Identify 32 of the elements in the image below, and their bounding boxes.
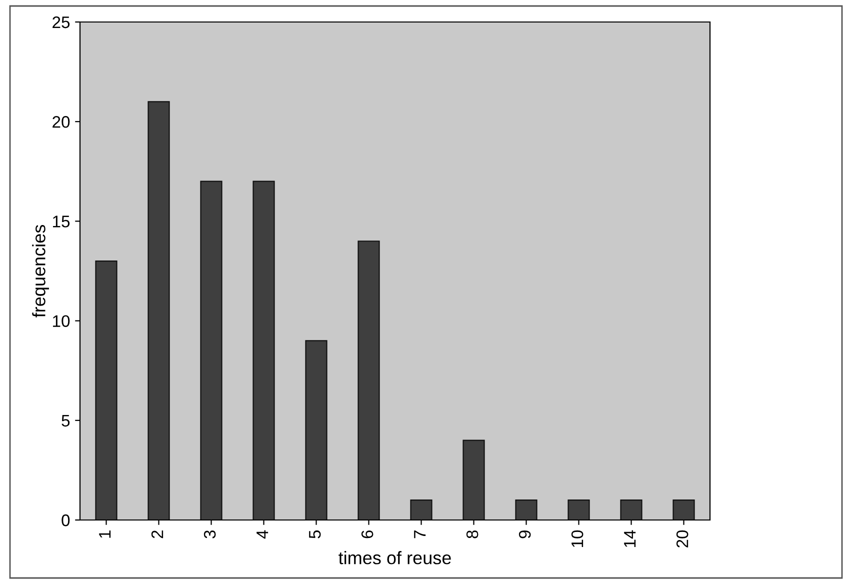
- bar: [252, 180, 275, 520]
- y-axis-title: frequencies: [32, 224, 49, 318]
- x-tick-label: 14: [624, 530, 636, 547]
- bar: [620, 500, 642, 520]
- y-tick-label: 15: [53, 216, 70, 228]
- x-tick-label: 10: [571, 530, 584, 547]
- x-tick-label: 2: [151, 530, 164, 538]
- bar: [515, 500, 538, 520]
- x-tick-label: 4: [256, 530, 268, 539]
- y-tick-label: 0: [62, 514, 70, 526]
- bar: [410, 500, 432, 520]
- bar: [358, 240, 380, 520]
- bar: [148, 101, 170, 520]
- y-tick-label: 5: [62, 414, 70, 427]
- x-tick-label: 7: [414, 530, 426, 538]
- bar: [305, 340, 328, 520]
- x-tick-label: 1: [99, 530, 111, 538]
- bar: [200, 180, 222, 520]
- bar: [568, 500, 590, 520]
- y-tick-label: 20: [52, 116, 70, 128]
- bar: [95, 260, 118, 520]
- bar: [672, 500, 695, 520]
- x-tick-label: 5: [309, 530, 321, 538]
- x-tick-label: 6: [361, 530, 374, 538]
- y-tick-label: 10: [53, 315, 70, 328]
- x-axis-title: times of reuse: [338, 551, 451, 564]
- x-tick-label: 20: [676, 530, 688, 548]
- x-tick-label: 8: [466, 530, 478, 538]
- x-tick-label: 3: [204, 530, 216, 538]
- bar: [462, 440, 485, 520]
- y-tick-label: 25: [52, 16, 70, 28]
- x-tick-label: 9: [518, 530, 531, 538]
